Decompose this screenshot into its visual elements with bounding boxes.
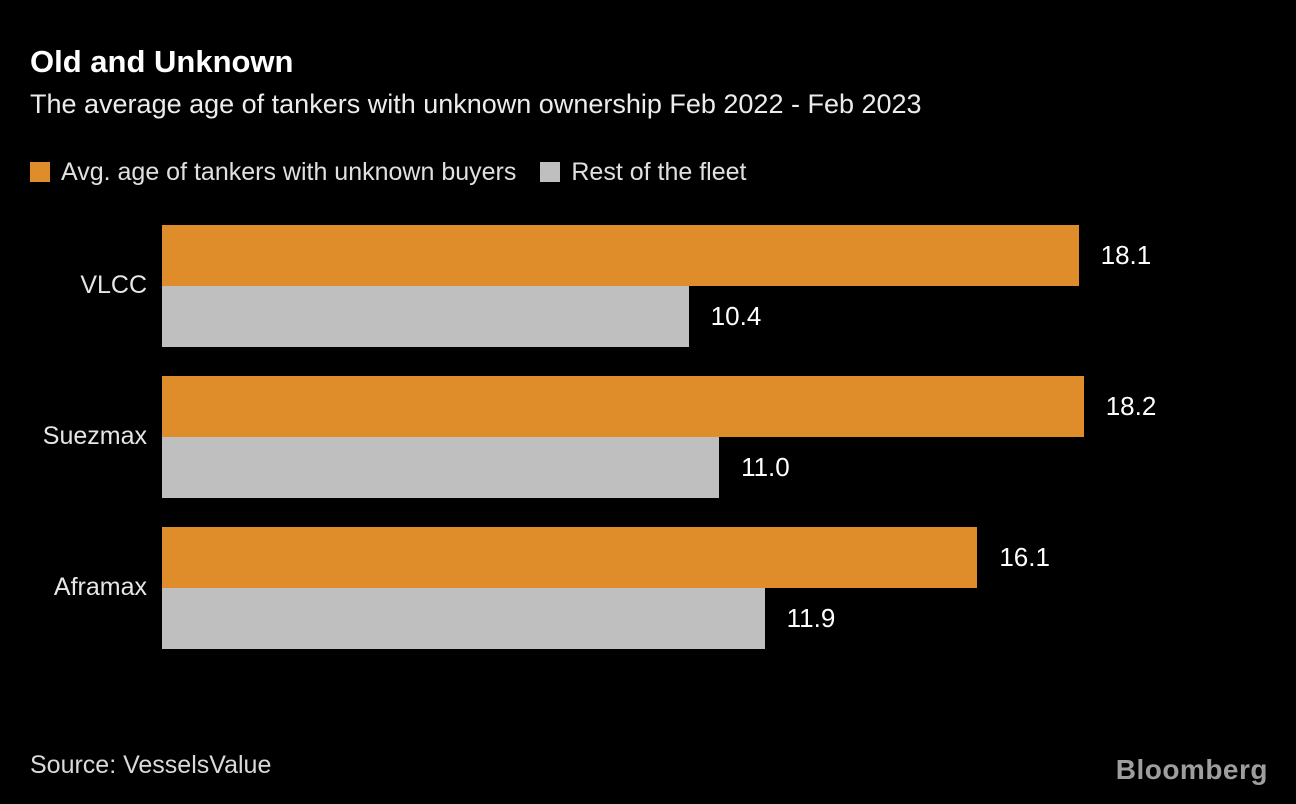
bloomberg-logo: Bloomberg bbox=[1115, 754, 1268, 785]
value-label: 10.4 bbox=[710, 300, 762, 331]
category-label: Aframax bbox=[53, 573, 147, 602]
bar-wrap: 16.1 bbox=[162, 526, 1266, 588]
bar-group: 16.1 11.9 bbox=[162, 526, 1266, 649]
legend-label: Rest of the fleet bbox=[571, 157, 747, 186]
chart-row-aframax: Aframax 16.1 11.9 bbox=[30, 526, 1266, 649]
bar-wrap: 18.1 bbox=[162, 224, 1266, 286]
bar-unknown-buyers bbox=[162, 224, 1079, 286]
bar-group: 18.2 11.0 bbox=[162, 375, 1266, 498]
bar-rest-of-fleet bbox=[162, 587, 765, 649]
value-label: 18.1 bbox=[1100, 239, 1152, 270]
bar-wrap: 11.0 bbox=[162, 436, 1266, 498]
bar-rest-of-fleet bbox=[162, 436, 720, 498]
value-label: 11.9 bbox=[786, 602, 836, 633]
source-note: Source: VesselsValue bbox=[30, 751, 272, 779]
legend: Avg. age of tankers with unknown buyers … bbox=[30, 158, 1266, 187]
chart-row-suezmax: Suezmax 18.2 11.0 bbox=[30, 375, 1266, 498]
bar-group: 18.1 10.4 bbox=[162, 224, 1266, 347]
value-label: 11.0 bbox=[741, 451, 790, 482]
legend-item-unknown-buyers: Avg. age of tankers with unknown buyers bbox=[30, 158, 516, 187]
legend-swatch-gray-icon bbox=[540, 162, 561, 183]
category-label: VLCC bbox=[80, 271, 147, 300]
page-title: Old and Unknown bbox=[30, 44, 294, 79]
legend-item-rest-of-fleet: Rest of the fleet bbox=[540, 158, 746, 187]
bar-chart: VLCC 18.1 10.4 Suezmax 18.2 11.0 Aframax 16.1 11… bbox=[30, 224, 1266, 649]
legend-swatch-orange-icon bbox=[30, 162, 50, 183]
bar-unknown-buyers bbox=[162, 375, 1084, 437]
bar-wrap: 18.2 bbox=[162, 375, 1266, 437]
bar-rest-of-fleet bbox=[162, 285, 689, 347]
chart-row-vlcc: VLCC 18.1 10.4 bbox=[30, 224, 1266, 347]
category-label: Suezmax bbox=[42, 422, 147, 451]
chart-card: Old and Unknown The average age of tanke… bbox=[30, 44, 1266, 649]
bar-wrap: 10.4 bbox=[162, 285, 1266, 347]
bar-wrap: 11.9 bbox=[162, 587, 1266, 649]
chart-subtitle: The average age of tankers with unknown … bbox=[30, 88, 922, 119]
value-label: 18.2 bbox=[1105, 390, 1157, 421]
value-label: 16.1 bbox=[999, 541, 1050, 572]
bar-unknown-buyers bbox=[162, 526, 978, 588]
legend-label: Avg. age of tankers with unknown buyers bbox=[61, 157, 517, 186]
